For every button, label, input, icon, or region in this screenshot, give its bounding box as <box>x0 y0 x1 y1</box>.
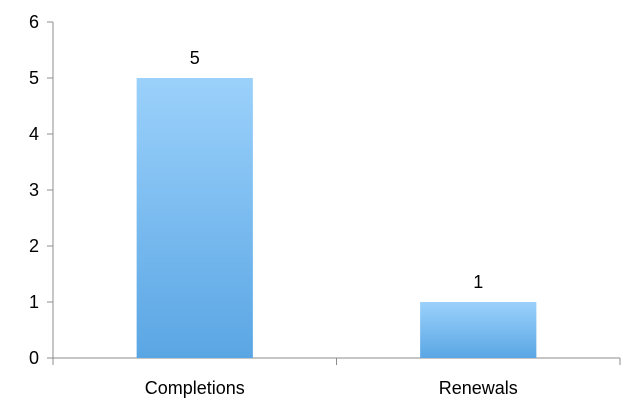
x-category-label: Completions <box>145 378 245 398</box>
bar-value-label: 1 <box>473 272 483 292</box>
x-axis: Completions Renewals <box>52 357 621 398</box>
y-axis: 0 1 2 3 4 5 6 <box>29 12 54 368</box>
y-tick-label: 4 <box>29 124 39 144</box>
y-tick-label: 2 <box>29 236 39 256</box>
bar-value-label: 5 <box>190 48 200 68</box>
bars <box>136 78 537 358</box>
y-tick-label: 6 <box>29 12 39 32</box>
x-category-label: Renewals <box>439 378 518 398</box>
bar-renewals <box>420 302 537 358</box>
y-tick-label: 0 <box>29 348 39 368</box>
y-tick-label: 1 <box>29 292 39 312</box>
data-labels: 51 <box>190 48 484 292</box>
bar-completions <box>136 78 253 358</box>
y-tick-label: 5 <box>29 68 39 88</box>
y-tick-label: 3 <box>29 180 39 200</box>
